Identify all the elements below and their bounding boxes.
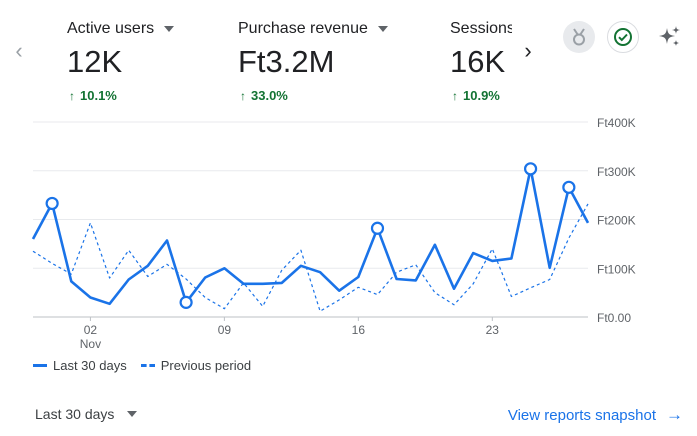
metric-selector[interactable]: Sessions bbox=[450, 20, 512, 38]
data-point-marker bbox=[523, 162, 538, 176]
next-metrics-button[interactable]: › bbox=[516, 38, 540, 64]
metric-delta: ↑ 10.9% bbox=[452, 88, 500, 103]
y-tick-label: Ft400K bbox=[597, 116, 636, 130]
x-tick-label: 02 bbox=[84, 323, 98, 337]
arrow-up-icon: ↑ bbox=[452, 88, 458, 103]
chart-legend: Last 30 days Previous period bbox=[33, 358, 265, 373]
arrow-up-icon: ↑ bbox=[69, 88, 75, 103]
arrow-up-icon: ↑ bbox=[240, 88, 246, 103]
legend-label: Previous period bbox=[160, 358, 252, 373]
metric-label: Purchase revenue bbox=[238, 20, 368, 37]
solid-line-swatch bbox=[33, 364, 47, 367]
legend-label: Last 30 days bbox=[53, 358, 127, 373]
metric-delta: ↑ 33.0% bbox=[240, 88, 288, 103]
metric-label: Active users bbox=[67, 20, 155, 37]
date-range-label: Last 30 days bbox=[35, 406, 115, 422]
y-tick-label: Ft300K bbox=[597, 165, 636, 179]
x-tick-label: 23 bbox=[486, 323, 500, 337]
data-point-marker bbox=[45, 196, 59, 211]
dashed-line-swatch bbox=[140, 364, 155, 367]
data-point-marker bbox=[562, 180, 576, 194]
delta-value: 33.0% bbox=[251, 88, 288, 103]
metric-cards: Active users 12K ↑ 10.1% Purchase revenu… bbox=[36, 0, 512, 112]
legend-item-current: Last 30 days bbox=[33, 358, 127, 373]
delta-value: 10.1% bbox=[80, 88, 117, 103]
chevron-right-icon: › bbox=[524, 38, 532, 63]
view-reports-snapshot-link[interactable]: View reports snapshot → bbox=[508, 405, 683, 425]
date-range-dropdown[interactable]: Last 30 days bbox=[35, 406, 138, 422]
legend-item-previous: Previous period bbox=[140, 358, 252, 373]
metric-selector[interactable]: Active users bbox=[67, 20, 175, 38]
sparkle-icon bbox=[659, 26, 680, 46]
y-tick-label: Ft200K bbox=[597, 214, 636, 228]
x-tick-sublabel: Nov bbox=[80, 337, 101, 350]
data-point-marker bbox=[179, 295, 193, 309]
chevron-left-icon: ‹ bbox=[15, 38, 23, 63]
caret-down-icon bbox=[164, 26, 175, 32]
snapshot-link-label: View reports snapshot bbox=[507, 406, 656, 424]
metric-value: Ft3.2M bbox=[238, 44, 335, 79]
metric-value: 16K bbox=[450, 44, 506, 79]
data-quality-button[interactable] bbox=[607, 21, 639, 53]
y-tick-label: Ft0.00 bbox=[597, 311, 631, 325]
delta-value: 10.9% bbox=[463, 88, 500, 103]
medal-icon bbox=[573, 28, 585, 46]
metric-delta: ↑ 10.1% bbox=[69, 88, 117, 103]
previous-period-line bbox=[32, 203, 589, 312]
x-tick-label: 09 bbox=[218, 323, 232, 337]
caret-down-icon bbox=[377, 26, 388, 32]
y-tick-label: Ft100K bbox=[597, 262, 636, 276]
metric-value: 12K bbox=[67, 44, 123, 79]
caret-down-icon bbox=[127, 411, 138, 417]
insights-medal-button[interactable] bbox=[563, 21, 595, 53]
data-point-marker bbox=[370, 221, 385, 235]
metric-selector[interactable]: Purchase revenue bbox=[238, 20, 388, 38]
prev-metrics-button[interactable]: ‹ bbox=[8, 38, 30, 64]
check-circle-icon bbox=[614, 28, 632, 46]
metric-label: Sessions bbox=[450, 20, 512, 37]
x-tick-label: 16 bbox=[352, 323, 366, 337]
last-30-days-line bbox=[31, 167, 590, 306]
ai-insights-button[interactable] bbox=[654, 21, 686, 53]
arrow-right-icon: → bbox=[666, 405, 683, 424]
